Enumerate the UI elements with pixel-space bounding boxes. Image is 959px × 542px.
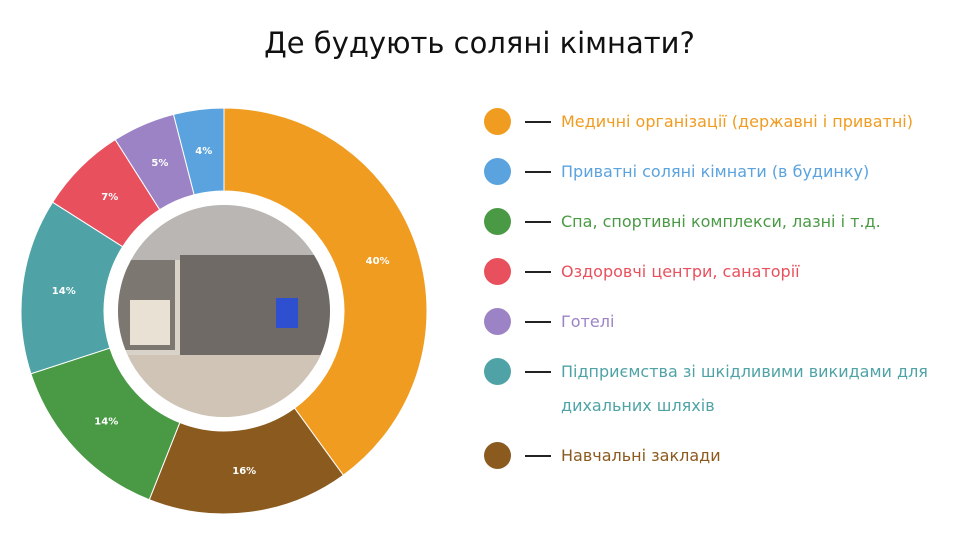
legend-dash — [525, 221, 551, 223]
legend-label: Приватні соляні кімнати (в будинку) — [561, 162, 870, 181]
legend-dash — [525, 455, 551, 457]
legend-swatch — [484, 108, 511, 135]
legend-label: Готелі — [561, 312, 615, 331]
legend-label: Спа, спортивні комплекси, лазні і т.д. — [561, 212, 881, 231]
legend-swatch — [484, 308, 511, 335]
data-label: 7% — [101, 192, 118, 203]
data-label: 14% — [94, 417, 118, 428]
legend-swatch — [484, 208, 511, 235]
legend-swatch — [484, 258, 511, 285]
legend-label: Навчальні заклади — [561, 446, 721, 465]
legend-label: Медичні організації (державні і приватні… — [561, 112, 913, 131]
data-label: 14% — [52, 286, 76, 297]
legend-label: Підприємства зі шкідливими викидами для … — [561, 362, 928, 415]
legend-item: Готелі — [484, 308, 951, 339]
legend-dash — [525, 371, 551, 373]
legend-item: Оздоровчі центри, санаторії — [484, 258, 951, 289]
legend-item: Приватні соляні кімнати (в будинку) — [484, 158, 951, 189]
data-label: 5% — [151, 158, 168, 169]
data-label: 4% — [195, 146, 212, 157]
data-label: 40% — [366, 256, 390, 267]
chart-title: Де будують соляні кімнати? — [264, 26, 695, 60]
legend-item: Підприємства зі шкідливими викидами для … — [484, 358, 951, 423]
data-label: 16% — [232, 466, 256, 477]
legend-dash — [525, 121, 551, 123]
legend-item: Навчальні заклади — [484, 442, 951, 473]
legend-swatch — [484, 358, 511, 385]
legend-swatch — [484, 442, 511, 469]
legend-swatch — [484, 158, 511, 185]
legend-item: Медичні організації (державні і приватні… — [484, 108, 951, 139]
legend-dash — [525, 271, 551, 273]
legend-dash — [525, 321, 551, 323]
legend-item: Спа, спортивні комплекси, лазні і т.д. — [484, 208, 951, 239]
legend-dash — [525, 171, 551, 173]
legend-label: Оздоровчі центри, санаторії — [561, 262, 800, 281]
